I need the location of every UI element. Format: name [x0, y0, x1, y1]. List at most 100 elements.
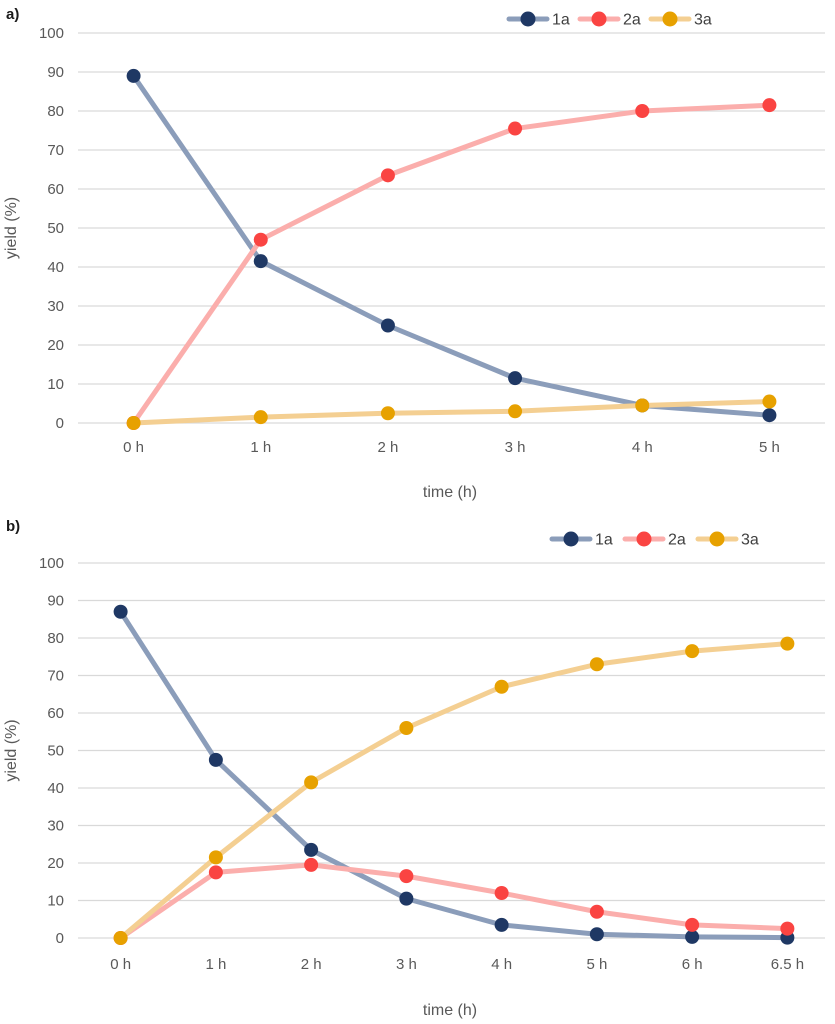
data-point-1a	[685, 929, 700, 944]
panel-a-label: a)	[6, 6, 20, 23]
data-point-1a	[399, 891, 414, 906]
legend-label-3a: 3a	[694, 12, 712, 29]
x-tick-label: 5 h	[586, 956, 607, 973]
y-tick-label: 70	[47, 668, 64, 685]
data-point-2a	[635, 104, 650, 118]
y-tick-label: 100	[39, 25, 64, 42]
x-tick-label: 0 h	[123, 439, 144, 456]
y-tick-label: 60	[47, 181, 64, 198]
legend-label-3a: 3a	[741, 532, 759, 549]
x-tick-label: 1 h	[205, 956, 226, 973]
data-point-2a	[304, 857, 319, 872]
data-point-2a	[508, 121, 523, 136]
x-tick-label: 2 h	[377, 439, 398, 456]
data-point-3a	[494, 679, 509, 694]
x-tick-label: 0 h	[110, 956, 131, 973]
y-tick-label: 0	[56, 415, 64, 432]
y-tick-label: 80	[47, 630, 64, 647]
y-tick-label: 80	[47, 103, 64, 120]
data-point-3a	[635, 398, 650, 413]
y-tick-label: 30	[47, 298, 64, 315]
series-line-3a	[118, 641, 790, 941]
y-tick-label: 70	[47, 142, 64, 159]
y-tick-label: 40	[47, 780, 64, 797]
x-tick-label: 3 h	[505, 439, 526, 456]
data-point-3a	[253, 410, 268, 425]
y-axis-title: yield (%)	[3, 197, 20, 259]
data-point-2a	[208, 865, 223, 880]
data-point-3a	[762, 394, 777, 409]
data-point-1a	[304, 842, 319, 857]
panel-b-label: b)	[6, 518, 21, 535]
y-tick-label: 10	[47, 893, 64, 910]
series-line-2a	[131, 102, 772, 426]
data-point-1a	[113, 604, 128, 619]
y-tick-label: 100	[39, 555, 64, 572]
data-point-1a	[494, 917, 509, 932]
x-axis-title: time (h)	[423, 484, 477, 501]
chart-canvas-a: 0 10 20 30 40 50 60 70 80 90 100 0 h 1 h 2 h 3 h 4 h 5 h…	[3, 11, 825, 501]
data-point-1a	[508, 371, 523, 386]
data-point-2a	[685, 917, 700, 932]
x-tick-label: 5 h	[759, 439, 780, 456]
x-tick-label: 3 h	[396, 956, 417, 973]
series-line-1a	[118, 609, 790, 941]
x-axis-title: time (h)	[423, 1002, 477, 1019]
chart-a: 0 10 20 30 40 50 60 70 80 90 100 0 h 1 h 2 h 3 h 4 h 5 h…	[3, 11, 825, 501]
x-tick-label: 2 h	[301, 956, 322, 973]
data-point-2a	[494, 886, 509, 900]
y-tick-label: 40	[47, 259, 64, 276]
series-line-1a	[131, 73, 772, 418]
data-point-3a	[399, 721, 414, 735]
data-point-2a	[253, 232, 268, 247]
series-line-3a	[131, 399, 772, 426]
data-point-1a	[762, 408, 777, 423]
legend-marker-1a	[520, 11, 536, 27]
legend-label-1a: 1a	[595, 532, 613, 549]
legend-marker-2a	[591, 11, 607, 27]
data-point-1a	[589, 927, 604, 942]
data-point-1a	[380, 318, 395, 333]
legend-marker-3a	[709, 531, 725, 547]
x-tick-label: 4 h	[491, 956, 512, 973]
y-tick-label: 90	[47, 593, 64, 610]
y-tick-label: 90	[47, 64, 64, 81]
legend-label-2a: 2a	[668, 532, 686, 549]
x-tick-label: 4 h	[632, 439, 653, 456]
legend-marker-1a	[563, 531, 579, 547]
data-point-3a	[208, 850, 223, 865]
y-tick-label: 10	[47, 376, 64, 393]
legend-marker-3a	[662, 11, 678, 27]
chart-b: 0 10 20 30 40 50 60 70 80 90 100 0 h 1 h 2 h 3 h 4 h 5 h…	[0, 512, 835, 1024]
y-tick-label: 20	[47, 855, 64, 872]
data-point-2a	[762, 98, 777, 113]
y-tick-label: 30	[47, 818, 64, 835]
data-point-1a	[126, 68, 141, 83]
y-tick-label: 60	[47, 705, 64, 722]
y-tick-label: 50	[47, 743, 64, 760]
series-line-2a	[118, 862, 790, 941]
y-tick-label: 20	[47, 337, 64, 354]
legend-label-2a: 2a	[623, 12, 641, 29]
data-point-3a	[589, 657, 604, 672]
data-point-2a	[780, 921, 795, 936]
data-point-3a	[113, 931, 128, 945]
data-point-1a	[208, 752, 223, 767]
data-point-3a	[304, 775, 319, 790]
legend-marker-2a	[636, 531, 652, 547]
x-tick-label: 1 h	[250, 439, 271, 456]
data-point-3a	[508, 404, 523, 419]
data-point-3a	[380, 406, 395, 421]
data-point-1a	[253, 254, 268, 269]
chart-canvas-b: 0 10 20 30 40 50 60 70 80 90 100 0 h 1 h 2 h 3 h 4 h 5 h…	[3, 531, 825, 1019]
data-point-2a	[399, 869, 414, 884]
y-axis-title: yield (%)	[3, 719, 20, 781]
y-tick-label: 50	[47, 220, 64, 237]
data-point-2a	[380, 168, 395, 183]
x-tick-label: 6 h	[682, 956, 703, 973]
data-point-3a	[126, 416, 141, 430]
y-tick-label: 0	[56, 930, 64, 947]
data-point-2a	[589, 904, 604, 919]
data-point-3a	[685, 644, 700, 659]
